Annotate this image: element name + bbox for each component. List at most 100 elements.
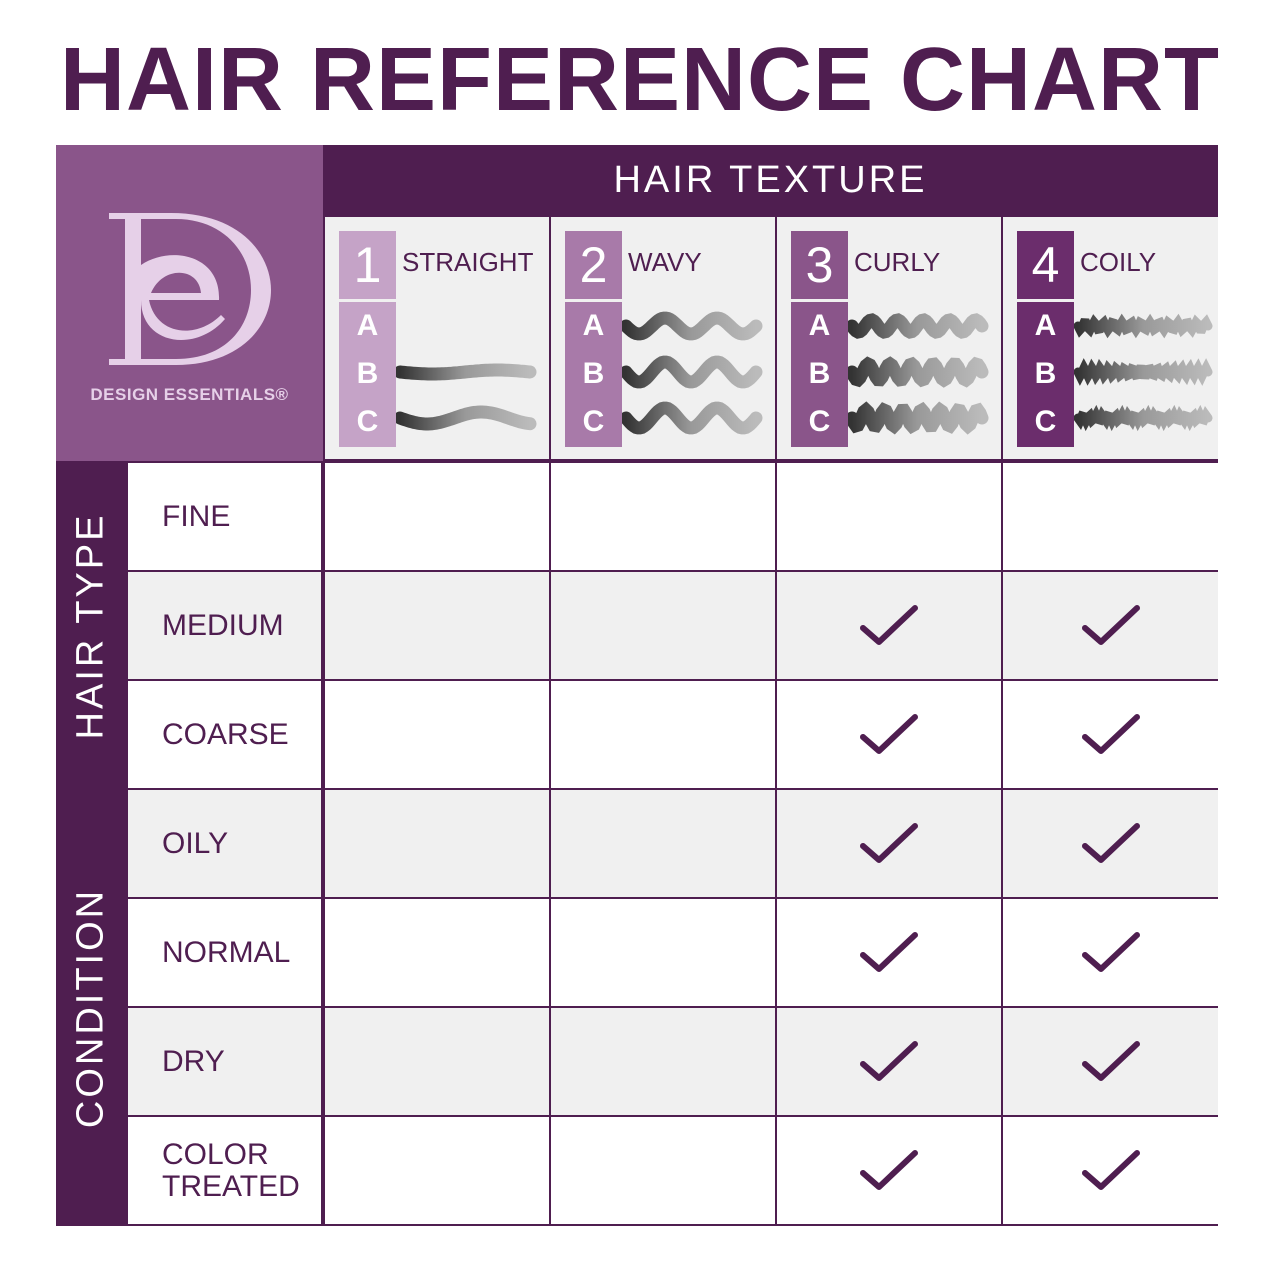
- hair-strand-illustration: [1074, 313, 1213, 432]
- hair-strand-b: [848, 356, 989, 388]
- subtype-label: B: [356, 357, 379, 390]
- cell: [1003, 681, 1218, 788]
- hair-strand-b: [396, 363, 537, 381]
- cell: [551, 681, 775, 788]
- group-label: HAIR TYPE: [69, 512, 112, 739]
- cell: [551, 1008, 775, 1115]
- cell: [777, 1008, 1001, 1115]
- row-label-dry: DRY: [128, 1008, 321, 1115]
- subtype-label: A: [1034, 309, 1057, 342]
- cell: [777, 463, 1001, 570]
- hair-strand-a: [622, 311, 763, 341]
- subtype-label: A: [582, 309, 605, 342]
- row-label-fine: FINE: [128, 463, 321, 570]
- texture-number: 4: [1017, 231, 1074, 299]
- hair-strand-c: [396, 405, 537, 431]
- hair-strand-a: [1074, 313, 1213, 339]
- hair-strand-b: [1074, 358, 1213, 386]
- texture-name: CURLY: [854, 247, 941, 277]
- subtype-label: A: [356, 309, 379, 342]
- cell: [325, 463, 549, 570]
- cell: [777, 790, 1001, 897]
- checkmark-icon: [860, 1149, 918, 1190]
- texture-name: STRAIGHT: [402, 247, 534, 277]
- cell: [1003, 1117, 1218, 1224]
- checkmark-icon: [860, 713, 918, 754]
- subtype-label: C: [582, 405, 605, 438]
- page-title: HAIR REFERENCE CHART: [59, 30, 1221, 130]
- texture-name: WAVY: [628, 247, 702, 277]
- cell: [325, 899, 549, 1006]
- checkmark-icon: [1081, 822, 1140, 863]
- hair-strand-illustration: [622, 311, 763, 435]
- checkmark-icon: [860, 1040, 918, 1081]
- row-label-medium: MEDIUM: [128, 572, 321, 679]
- subtype-label: C: [356, 405, 379, 438]
- cell: [551, 1117, 775, 1224]
- cell: [1003, 1008, 1218, 1115]
- row-label-color-treated: COLOR TREATED: [128, 1117, 321, 1224]
- cell: [551, 790, 775, 897]
- de-logo-icon: [109, 213, 271, 365]
- checkmark-icon: [1081, 931, 1140, 972]
- cell: [777, 681, 1001, 788]
- checkmark-icon: [1081, 1040, 1140, 1081]
- hair-strand-b: [622, 355, 763, 389]
- subtype-label: C: [808, 405, 831, 438]
- group-condition: CONDITION: [56, 790, 126, 1226]
- cell: [777, 1117, 1001, 1224]
- subtype-label: B: [1034, 357, 1057, 390]
- cell: [777, 572, 1001, 679]
- row-label-coarse: COARSE: [128, 681, 321, 788]
- checkmark-icon: [860, 931, 918, 972]
- hair-strand-a: [848, 313, 989, 339]
- group-hair-type: HAIR TYPE: [56, 463, 126, 788]
- subtype-label: A: [808, 309, 831, 342]
- row-label-oily: OILY: [128, 790, 321, 897]
- cell: [1003, 899, 1218, 1006]
- subtype-label: B: [582, 357, 605, 390]
- cell: [325, 1008, 549, 1115]
- hair-strand-illustration: [396, 319, 537, 431]
- hair-strand-c: [622, 401, 763, 435]
- checkmark-icon: [1081, 604, 1140, 645]
- cell: [325, 681, 549, 788]
- hair-strand-illustration: [848, 313, 989, 435]
- cell: [1003, 572, 1218, 679]
- hair-strand-c: [848, 401, 989, 435]
- checkmark-icon: [860, 604, 918, 645]
- texture-number: 2: [565, 231, 622, 299]
- cell: [777, 899, 1001, 1006]
- cell: [551, 899, 775, 1006]
- checkmark-icon: [1081, 713, 1140, 754]
- checkmark-icon: [1081, 1149, 1140, 1190]
- brand-logo: DESIGN ESSENTIALS®: [56, 145, 323, 461]
- texture-number: 1: [339, 231, 396, 299]
- cell: [325, 572, 549, 679]
- texture-number: 3: [791, 231, 848, 299]
- cell: [325, 790, 549, 897]
- texture-name: COILY: [1080, 247, 1157, 277]
- hair-texture-header: HAIR TEXTURE: [613, 159, 928, 201]
- hair-strand-c: [1074, 404, 1213, 432]
- subtype-label: C: [1034, 405, 1057, 438]
- cell: [551, 572, 775, 679]
- row-label-normal: NORMAL: [128, 899, 321, 1006]
- subtype-label: B: [808, 357, 831, 390]
- hair-reference-table: DESIGN ESSENTIALS® HAIR TEXTURE HAIR TYP…: [56, 145, 1218, 1226]
- cell: [1003, 790, 1218, 897]
- group-label: CONDITION: [69, 887, 112, 1129]
- brand-name: DESIGN ESSENTIALS®: [90, 385, 289, 404]
- cell: [325, 1117, 549, 1224]
- cell: [551, 463, 775, 570]
- checkmark-icon: [860, 822, 918, 863]
- cell: [1003, 463, 1218, 570]
